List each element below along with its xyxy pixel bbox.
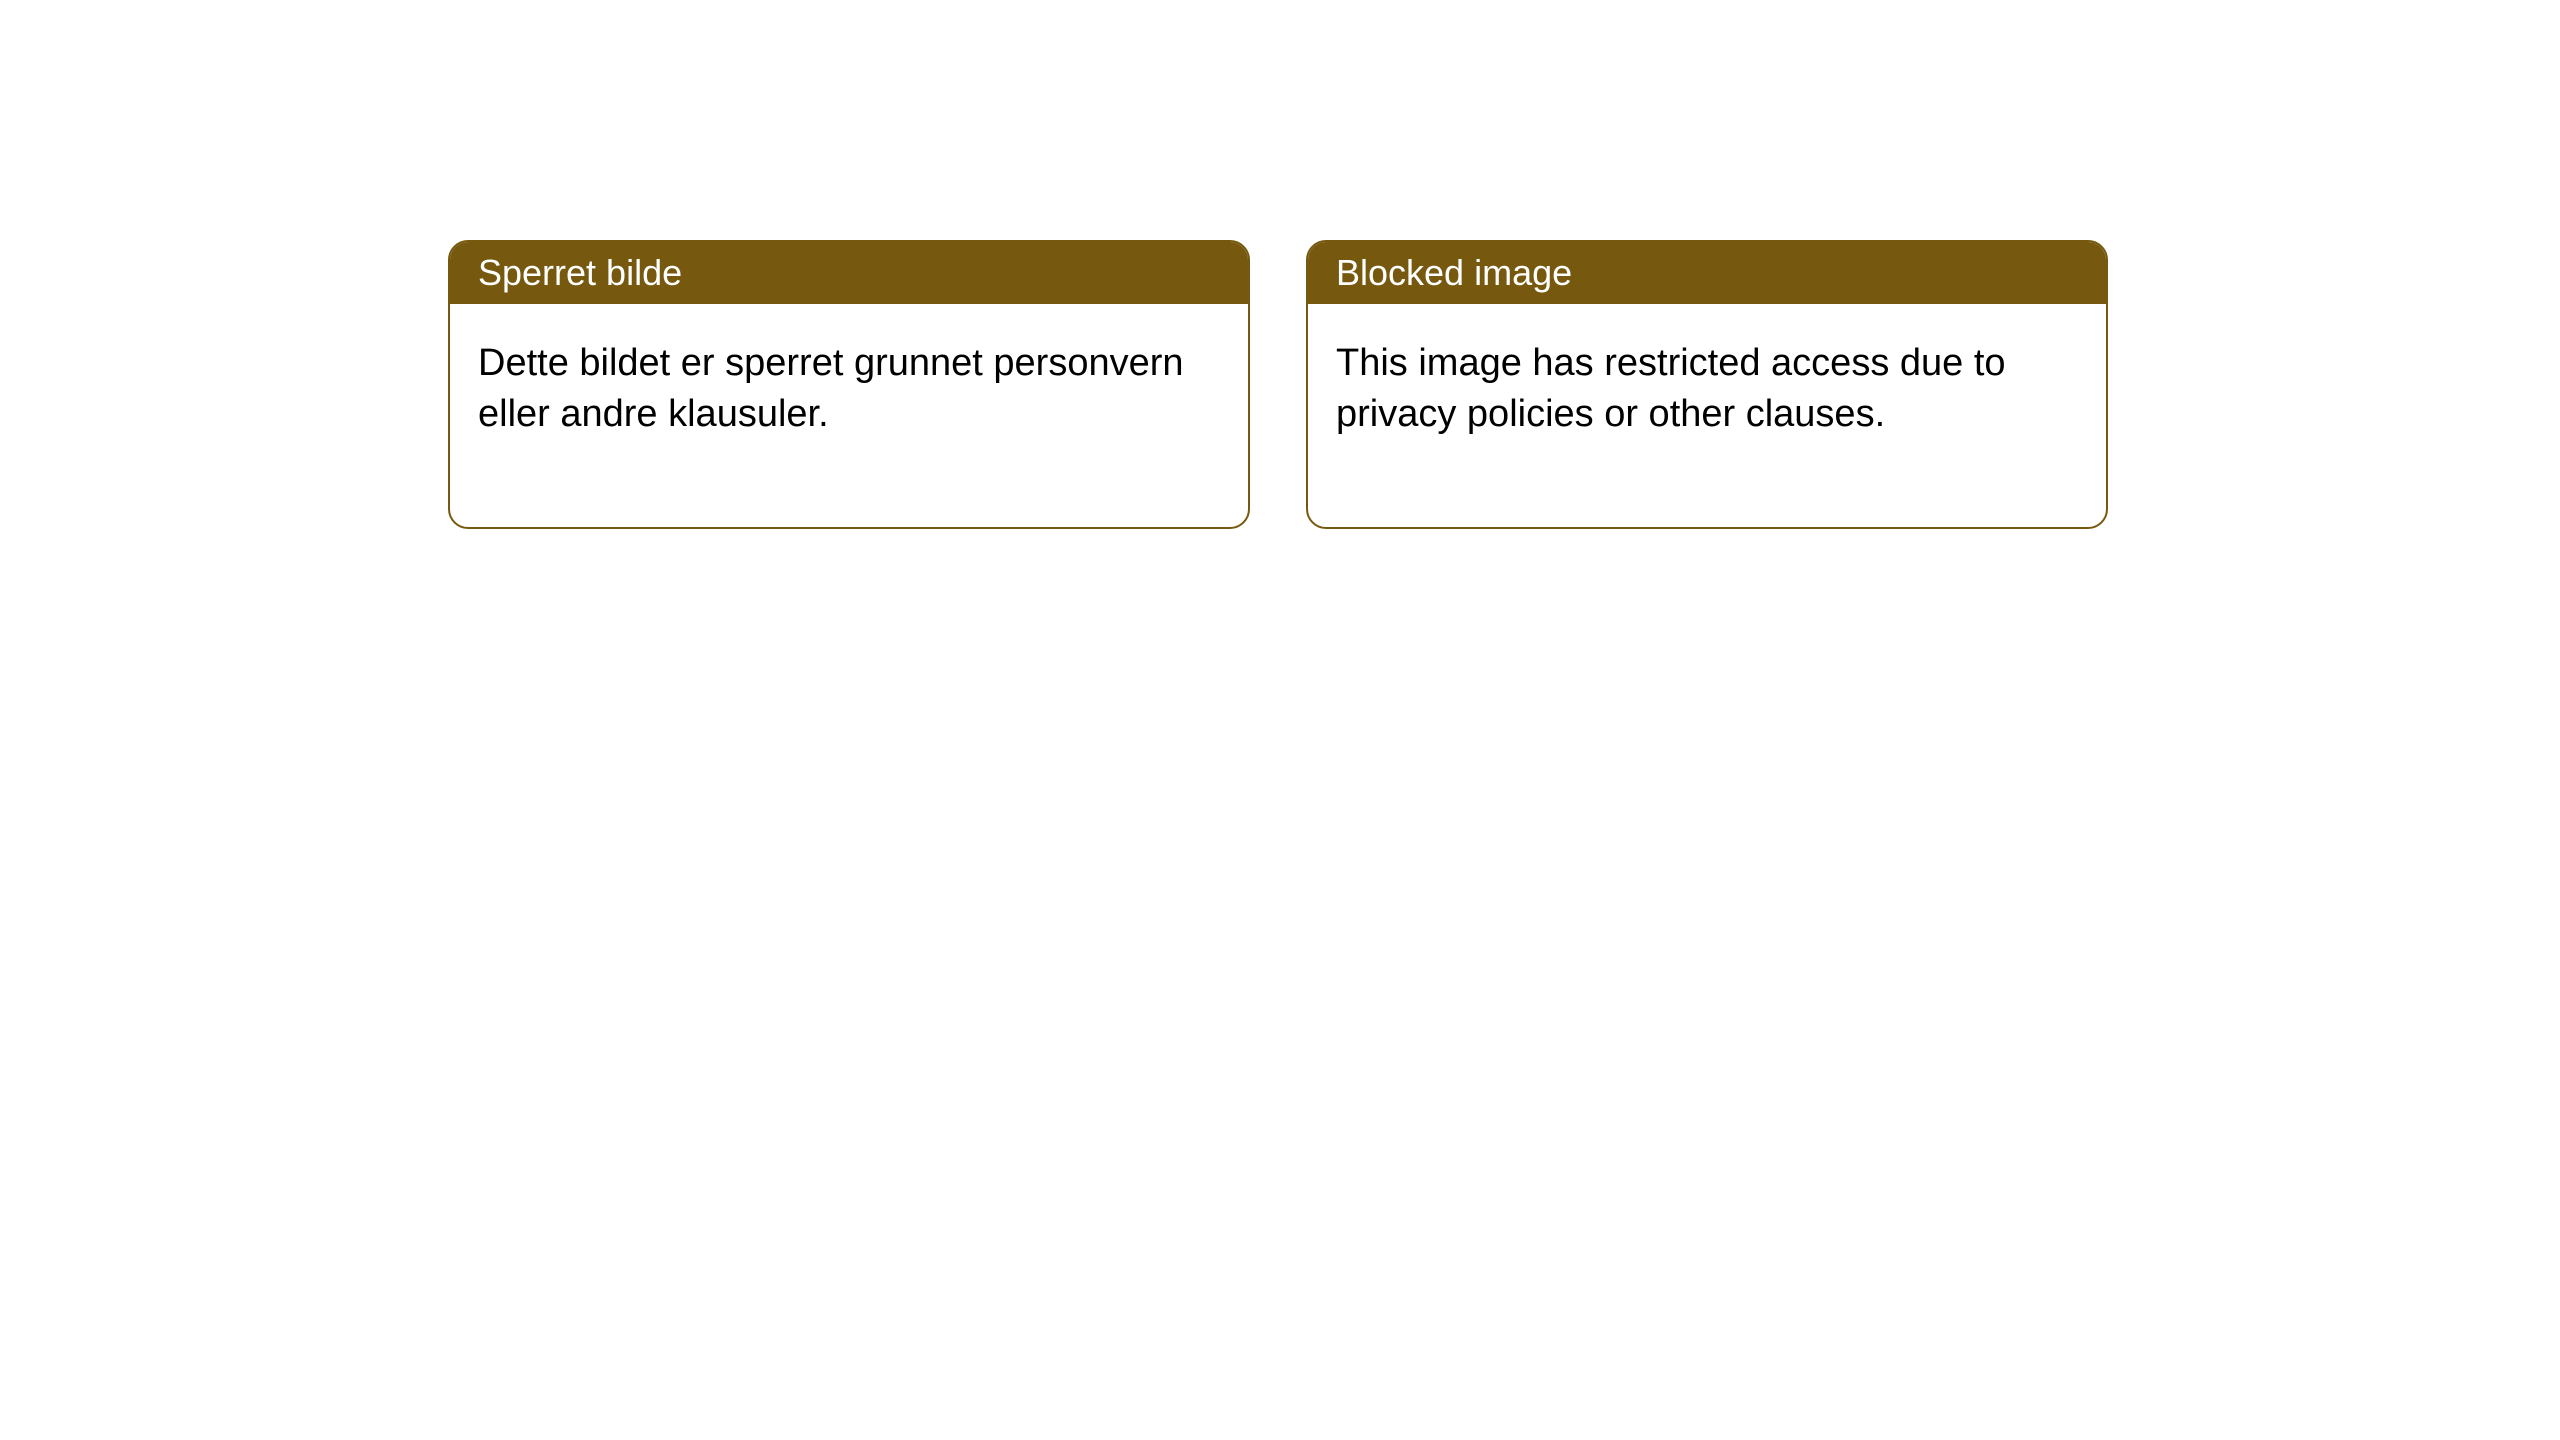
notice-text: Dette bildet er sperret grunnet personve…	[478, 342, 1184, 435]
notice-header: Sperret bilde	[450, 242, 1248, 304]
notice-title: Blocked image	[1336, 252, 1572, 293]
notice-text: This image has restricted access due to …	[1336, 342, 2006, 435]
notice-body: This image has restricted access due to …	[1308, 304, 2106, 527]
notice-body: Dette bildet er sperret grunnet personve…	[450, 304, 1248, 527]
notice-title: Sperret bilde	[478, 252, 682, 293]
notice-header: Blocked image	[1308, 242, 2106, 304]
notice-container: Sperret bilde Dette bildet er sperret gr…	[0, 0, 2560, 529]
notice-box-english: Blocked image This image has restricted …	[1306, 240, 2108, 529]
notice-box-norwegian: Sperret bilde Dette bildet er sperret gr…	[448, 240, 1250, 529]
